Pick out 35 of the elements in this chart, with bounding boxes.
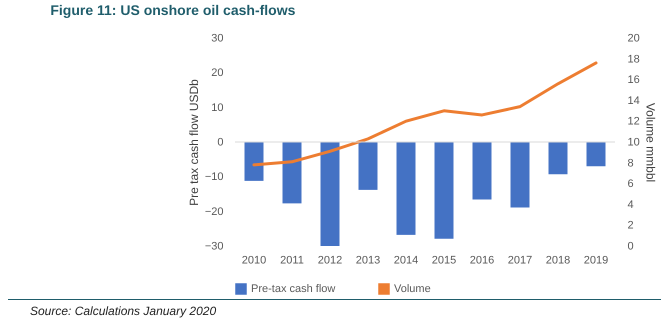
- y2-tick-label: 18: [628, 53, 640, 66]
- y-tick-label: 30: [211, 32, 224, 44]
- y2-tick-label: 0: [628, 240, 634, 252]
- y-tick-label: 20: [211, 67, 224, 80]
- x-tick-label: 2015: [432, 254, 456, 266]
- y2-tick-label: 16: [628, 74, 640, 86]
- y2-tick-label: 14: [628, 94, 640, 107]
- y-tick-label: −30: [204, 240, 224, 252]
- x-tick-label: 2016: [470, 254, 494, 266]
- x-tick-label: 2019: [584, 254, 608, 266]
- y-tick-label: 0: [217, 136, 224, 148]
- x-tick-label: 2010: [242, 254, 266, 266]
- x-tick-label: 2014: [394, 254, 418, 266]
- legend-label: Pre-tax cash flow: [251, 283, 336, 295]
- source-note: Source: Calculations January 2020: [8, 299, 661, 318]
- y2-tick-label: 12: [628, 116, 640, 128]
- x-tick-label: 2017: [508, 254, 532, 266]
- y-tick-label: −20: [204, 206, 224, 218]
- y2-tick-label: 4: [628, 198, 634, 211]
- y2-axis-title: Volume mmbbl: [644, 102, 658, 182]
- x-tick-label: 2018: [546, 254, 570, 266]
- y2-tick-label: 20: [628, 32, 640, 44]
- x-tick-label: 2011: [280, 254, 304, 266]
- legend-label: Volume: [394, 283, 431, 295]
- x-tick-label: 2013: [356, 254, 380, 266]
- y-tick-label: −10: [204, 171, 224, 184]
- y2-tick-label: 6: [628, 178, 634, 190]
- chart-title: Figure 11: US onshore oil cash-flows: [50, 2, 296, 18]
- y-axis-title: Pre tax cash flow USDb: [186, 78, 201, 206]
- y2-tick-label: 10: [628, 136, 640, 148]
- line-series: [252, 61, 598, 166]
- y2-tick-label: 2: [628, 220, 634, 232]
- x-tick-label: 2012: [318, 254, 342, 266]
- y-tick-label: 10: [211, 102, 224, 114]
- y2-tick-label: 8: [628, 157, 634, 170]
